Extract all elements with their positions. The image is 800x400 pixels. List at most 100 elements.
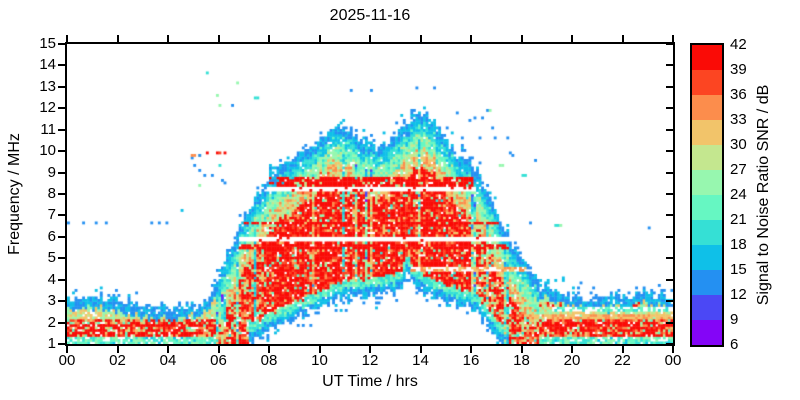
x-tick <box>470 346 472 353</box>
y-tick <box>58 107 65 110</box>
colorbar-tick-label: 39 <box>730 61 747 78</box>
y-tick-label: 1 <box>47 335 56 352</box>
colorbar-band <box>692 120 722 145</box>
colorbar-band <box>692 195 722 220</box>
x-tick-top <box>66 35 68 42</box>
y-tick <box>58 128 65 131</box>
y-tick-label: 13 <box>39 77 56 95</box>
x-tick-label: 04 <box>159 352 177 369</box>
colorbar-tick-label: 12 <box>730 286 747 303</box>
x-tick <box>268 346 270 353</box>
y-tick-right <box>666 128 673 131</box>
y-tick <box>58 171 65 174</box>
colorbar-tick-label: 24 <box>730 186 747 203</box>
x-tick <box>167 346 169 353</box>
x-tick-label: 12 <box>361 352 379 369</box>
y-tick <box>58 214 65 217</box>
colorbar-title: Signal to Noise Ratio SNR / dB <box>755 84 772 306</box>
colorbar <box>690 43 724 347</box>
y-tick <box>58 150 65 153</box>
colorbar-band <box>692 70 722 95</box>
colorbar-band <box>692 270 722 295</box>
x-tick-label: 14 <box>412 352 429 369</box>
colorbar-tick-label: 21 <box>730 211 747 228</box>
y-tick-label: 15 <box>39 35 56 52</box>
y-tick-right <box>666 107 673 110</box>
x-tick <box>621 346 624 353</box>
y-tick-label: 7 <box>47 206 56 224</box>
colorbar-band <box>692 220 722 245</box>
x-tick <box>66 346 68 353</box>
colorbar-band <box>692 45 722 70</box>
y-tick <box>58 43 65 45</box>
y-tick-right <box>666 235 673 238</box>
y-tick <box>58 257 65 260</box>
x-tick-top <box>419 35 422 42</box>
y-tick-label: 8 <box>47 185 56 202</box>
y-tick-label: 11 <box>40 120 56 138</box>
colorbar-band <box>692 320 722 345</box>
x-tick <box>571 346 573 353</box>
y-tick-right <box>666 257 673 260</box>
colorbar-tick-label: 6 <box>730 336 739 353</box>
x-tick-top <box>621 35 624 42</box>
y-tick-label: 3 <box>47 292 56 310</box>
colorbar-tick-label: 27 <box>730 161 747 178</box>
chart-title: 2025-11-16 <box>329 7 411 24</box>
x-tick <box>217 346 220 353</box>
colorbar-band <box>692 245 722 270</box>
y-tick <box>58 85 65 88</box>
x-tick <box>318 346 321 353</box>
y-tick-right <box>666 278 673 281</box>
y-tick <box>58 193 65 195</box>
x-tick-label: 02 <box>109 352 126 369</box>
y-tick-right <box>666 214 673 217</box>
heatmap-canvas <box>67 44 673 344</box>
x-tick-label: 20 <box>563 352 581 369</box>
y-tick-label: 2 <box>47 313 56 331</box>
colorbar-tick-label: 9 <box>730 311 739 328</box>
x-tick-top <box>318 35 321 42</box>
colorbar-band <box>692 295 722 320</box>
x-tick-label: 00 <box>58 352 76 369</box>
x-tick-top <box>520 35 523 42</box>
y-tick-label: 6 <box>47 227 56 245</box>
x-tick-label: 08 <box>260 352 278 369</box>
x-tick-label: 16 <box>462 352 480 369</box>
y-tick-label: 14 <box>39 56 56 74</box>
y-tick <box>58 64 65 67</box>
plot-area <box>65 42 675 346</box>
x-tick <box>116 346 119 353</box>
x-tick-label: 22 <box>614 352 631 369</box>
y-tick-label: 12 <box>39 99 56 117</box>
x-tick-top <box>116 35 119 42</box>
x-tick-top <box>268 35 270 42</box>
colorbar-tick-label: 18 <box>730 236 747 253</box>
y-tick <box>58 343 65 345</box>
colorbar-tick-label: 36 <box>730 86 747 103</box>
x-tick-top <box>672 35 674 42</box>
x-tick <box>369 346 371 353</box>
y-tick <box>58 300 65 303</box>
y-tick-right <box>666 171 673 174</box>
y-tick-right <box>666 85 673 88</box>
y-tick <box>58 235 65 238</box>
y-tick-right <box>666 343 673 345</box>
y-tick <box>58 278 65 281</box>
y-tick-right <box>666 43 673 45</box>
x-tick <box>419 346 422 353</box>
y-tick-right <box>666 150 673 153</box>
x-tick <box>520 346 523 353</box>
x-tick-top <box>167 35 169 42</box>
colorbar-band <box>692 170 722 195</box>
x-tick-label: 06 <box>210 352 227 369</box>
colorbar-band <box>692 145 722 170</box>
colorbar-tick-label: 30 <box>730 136 747 153</box>
y-tick-right <box>666 300 673 303</box>
x-tick-top <box>369 35 371 42</box>
y-tick-right <box>666 193 673 195</box>
x-tick-label: 10 <box>311 352 328 369</box>
x-axis-title: UT Time / hrs <box>322 373 418 390</box>
x-tick-top <box>571 35 573 42</box>
